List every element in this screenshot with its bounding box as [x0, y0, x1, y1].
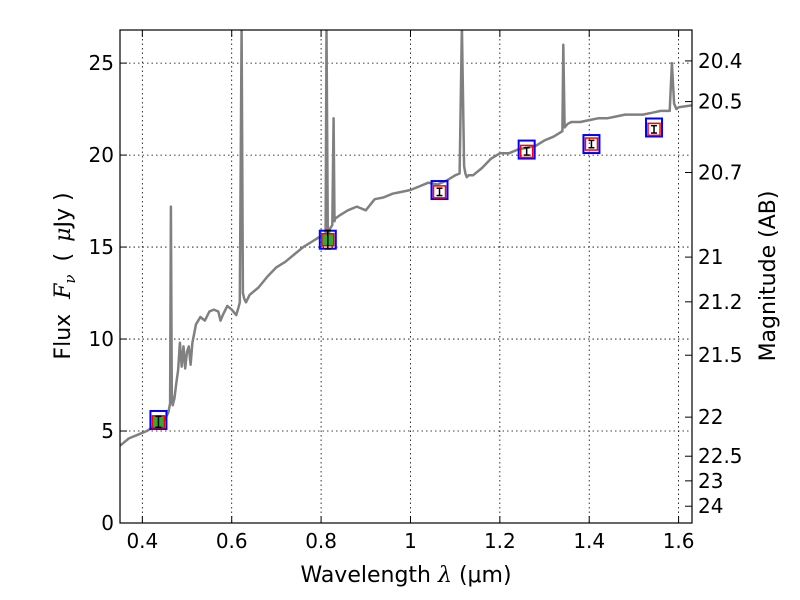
- y-tick-label: 5: [101, 419, 114, 443]
- model-flux-box: [149, 409, 168, 430]
- mag-tick-label: 21: [698, 245, 723, 269]
- spectrum-layer: [120, 30, 692, 447]
- y-axis-label-unit-open: (: [51, 253, 76, 262]
- mag-tick-label: 20.4: [698, 49, 743, 73]
- y-axis-label-unit-rest: Jy ): [51, 192, 76, 229]
- model-flux-box: [645, 117, 664, 138]
- photometry-layer: [149, 117, 664, 430]
- right-axis-label: Magnitude (AB): [756, 191, 781, 362]
- mag-tick-label: 20.7: [698, 160, 743, 184]
- x-tick-label: 0.8: [305, 529, 337, 553]
- mag-tick-label: 24: [698, 494, 723, 518]
- observed-flux-marker: [584, 137, 599, 151]
- x-axis-label: Wavelength λ (μm): [300, 563, 511, 588]
- observed-flux-marker: [647, 122, 661, 137]
- observed-flux-marker: [432, 185, 447, 199]
- y-tick-label: 0: [101, 511, 114, 535]
- y-axis-label: Flux Fν ( μJy ): [51, 192, 81, 359]
- x-axis-label-symbol: λ: [437, 563, 452, 588]
- x-axis-label-prefix: Wavelength: [300, 563, 431, 588]
- model-flux-box: [430, 180, 449, 201]
- spectrum-line: [120, 30, 692, 447]
- y-tick-label: 10: [89, 327, 114, 351]
- ticks-layer: 0.4 0.6 0.8 1 1.2 1.4 1.6 0 5 10 15 20 25 20.4 20.5 20.…: [89, 30, 743, 553]
- x-tick-label: 0.6: [216, 529, 248, 553]
- mag-tick-label: 21.2: [698, 290, 743, 314]
- y-tick-label: 20: [89, 143, 114, 167]
- grid-layer: [120, 30, 692, 524]
- x-axis-label-unit: (μm): [459, 563, 512, 588]
- y-tick-label: 25: [89, 51, 114, 75]
- y-axis-label-symbol: F: [51, 283, 76, 300]
- mag-tick-label: 20.5: [698, 90, 743, 114]
- x-tick-label: 0.4: [126, 529, 158, 553]
- x-tick-label: 1.2: [484, 529, 516, 553]
- y-tick-label: 15: [89, 235, 114, 259]
- x-tick-label: 1: [404, 529, 417, 553]
- y-axis-label-subscript: ν: [61, 274, 79, 283]
- model-flux-box: [517, 139, 536, 160]
- observed-flux-marker: [519, 144, 534, 159]
- x-tick-label: 1.6: [663, 529, 695, 553]
- x-tick-label: 1.4: [573, 529, 605, 553]
- plot-frame: [119, 29, 693, 524]
- model-flux-box: [582, 134, 601, 155]
- y-axis-label-prefix: Flux: [51, 314, 76, 360]
- mag-tick-label: 22: [698, 405, 723, 429]
- y-axis-label-unit-mu: μ: [51, 228, 76, 242]
- mag-tick-label: 21.5: [698, 343, 743, 367]
- mag-tick-label: 22.5: [698, 444, 743, 468]
- mag-tick-label: 23: [698, 469, 723, 493]
